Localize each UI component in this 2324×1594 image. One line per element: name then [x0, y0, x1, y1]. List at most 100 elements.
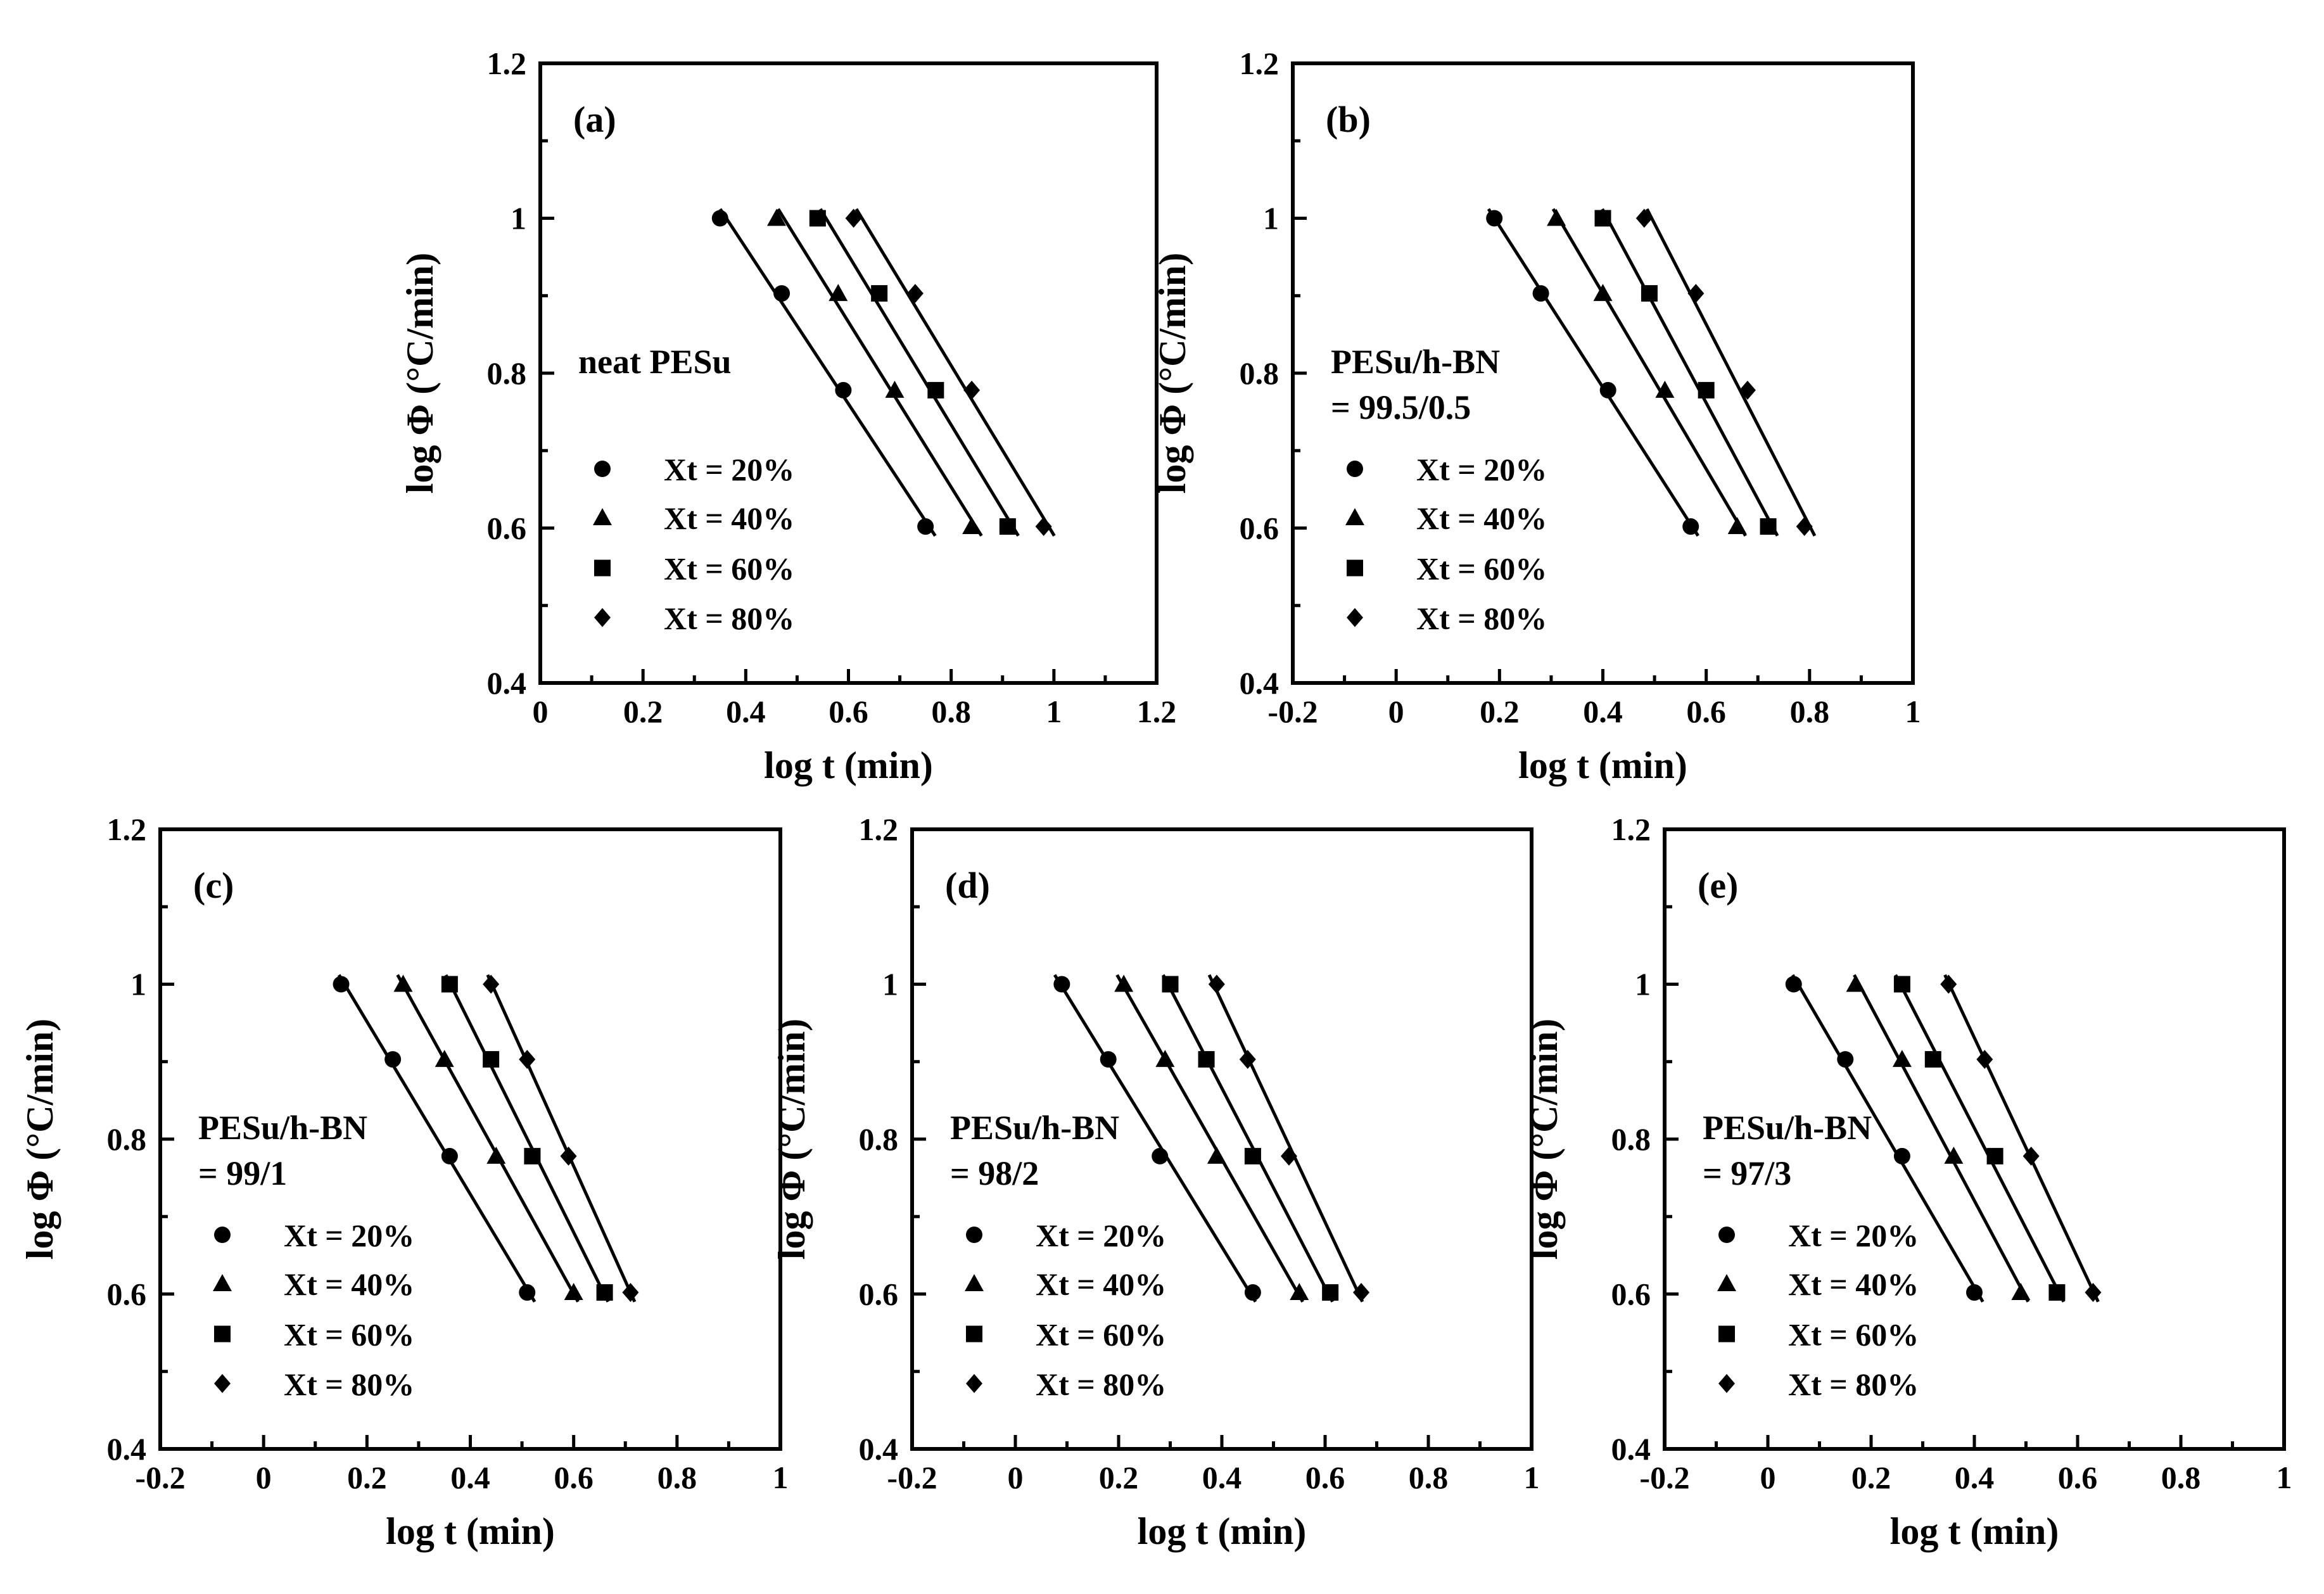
legend-entry: Xt = 80%: [1416, 601, 1547, 636]
data-point-triangle: [1593, 284, 1613, 302]
x-tick-label: 0.8: [1790, 694, 1830, 729]
x-tick-label: 0.4: [726, 694, 766, 729]
fit-line-series-0: [718, 208, 937, 537]
panel-label: (a): [573, 99, 616, 140]
legend-title: = 97/3: [1703, 1154, 1791, 1192]
data-point-triangle: [885, 380, 905, 398]
data-point-triangle: [1892, 1050, 1912, 1068]
data-point-circle: [1785, 976, 1802, 993]
x-tick-label: 1: [2276, 1460, 2292, 1495]
legend-title: PESu/h-BN: [198, 1109, 367, 1147]
data-point-circle: [1486, 210, 1503, 227]
x-tick-label: 1: [1524, 1460, 1540, 1495]
data-point-triangle: [1155, 1050, 1175, 1068]
data-point-circle: [1966, 1284, 1983, 1301]
fit-line-series-2: [1162, 974, 1335, 1303]
x-tick-label: 0: [256, 1460, 272, 1495]
legend-marker-square: [214, 1325, 231, 1342]
legend-marker-circle: [966, 1227, 982, 1244]
data-point-triangle: [1290, 1283, 1309, 1301]
legend-marker-circle: [594, 461, 611, 478]
data-point-triangle: [564, 1283, 583, 1301]
panel-1: -0.2 0 0.2 0.4 0.6 0.8 1 0.4 0.6 0.8 1 1.2 log t (mi…: [1152, 46, 1921, 786]
y-tick-label: 1.2: [859, 812, 899, 847]
data-point-diamond: [560, 1146, 577, 1166]
legend-title: PESu/h-BN: [950, 1109, 1119, 1147]
panel-4: -0.2 0 0.2 0.4 0.6 0.8 1 0.4 0.6 0.8 1 1.2 log t (mi…: [1523, 812, 2292, 1552]
data-point-diamond: [1208, 974, 1225, 994]
legend-marker-triangle: [213, 1274, 232, 1292]
data-point-triangle: [1655, 380, 1675, 398]
x-axis-title: log t (min): [1890, 1510, 2059, 1552]
y-tick-label: 1: [882, 967, 898, 1002]
data-point-circle: [917, 518, 934, 535]
data-point-diamond: [906, 284, 924, 303]
x-tick-label: 0: [1008, 1460, 1024, 1495]
legend-marker-diamond: [1347, 608, 1363, 627]
y-tick-label: 1.2: [1240, 46, 1279, 81]
legend-marker-square: [1718, 1325, 1735, 1342]
legend-entry: Xt = 40%: [1416, 501, 1547, 536]
x-tick-label: 0.2: [1099, 1460, 1139, 1495]
x-axis-title: log t (min): [386, 1510, 555, 1552]
data-point-triangle: [435, 1050, 454, 1068]
x-tick-label: 0: [533, 694, 549, 729]
data-point-circle: [441, 1147, 458, 1164]
y-tick-label: 0.4: [1611, 1431, 1651, 1467]
x-axis-title: log t (min): [1518, 744, 1687, 786]
fit-line-series-1: [1115, 974, 1304, 1303]
data-point-square: [596, 1284, 613, 1301]
legend-marker-diamond: [594, 608, 611, 627]
legend-entry: Xt = 20%: [1036, 1218, 1166, 1253]
x-axis-title: log t (min): [1138, 1510, 1307, 1552]
data-point-diamond: [1280, 1146, 1297, 1166]
data-point-circle: [1837, 1051, 1854, 1068]
data-point-square: [524, 1147, 541, 1164]
legend-entry: Xt = 60%: [664, 551, 794, 587]
data-point-diamond: [2085, 1283, 2102, 1303]
y-tick-label: 0.6: [1240, 511, 1279, 546]
data-point-triangle: [829, 284, 848, 302]
data-point-square: [1893, 976, 1910, 993]
x-tick-label: -0.2: [887, 1460, 937, 1495]
data-point-square: [809, 210, 826, 227]
legend-marker-circle: [214, 1227, 231, 1244]
y-axis-title: log Φ (°C/min): [399, 253, 441, 494]
data-point-diamond: [519, 1050, 536, 1069]
panel-0: 0 0.2 0.4 0.6 0.8 1 1.2 0.4 0.6 0.8 1 1.2 log t (min…: [399, 46, 1176, 786]
x-axis-title: log t (min): [764, 744, 933, 786]
data-point-diamond: [1739, 380, 1756, 400]
legend-title: = 99.5/0.5: [1331, 388, 1471, 426]
y-tick-label: 1: [130, 967, 146, 1002]
legend-entry: Xt = 20%: [664, 452, 794, 487]
legend-marker-diamond: [1718, 1374, 1735, 1393]
fit-line-series-0: [1487, 208, 1699, 537]
legend-entry: Xt = 40%: [284, 1266, 414, 1302]
data-point-circle: [519, 1284, 536, 1301]
data-point-triangle: [2011, 1283, 2031, 1301]
legend-entry: Xt = 60%: [1416, 551, 1547, 587]
legend-entry: Xt = 20%: [1788, 1218, 1919, 1253]
x-tick-label: 0.8: [2161, 1460, 2201, 1495]
panel-label: (e): [1698, 865, 1738, 906]
fit-line-series-3: [1207, 974, 1364, 1303]
data-point-triangle: [1114, 974, 1134, 992]
data-point-diamond: [1940, 974, 1957, 994]
legend-title: PESu/h-BN: [1331, 343, 1500, 381]
legend-marker-circle: [1347, 461, 1363, 478]
y-tick-label: 0.6: [859, 1277, 899, 1312]
legend-marker-diamond: [966, 1374, 982, 1393]
x-tick-label: 0.2: [623, 694, 663, 729]
x-tick-label: 0.2: [1480, 694, 1520, 729]
legend-title: neat PESu: [578, 343, 732, 381]
y-tick-label: 1: [1263, 201, 1279, 236]
y-axis-title: log Φ (°C/min): [1152, 253, 1193, 494]
data-point-square: [1244, 1147, 1261, 1164]
data-point-triangle: [1944, 1146, 1964, 1164]
data-point-circle: [333, 976, 350, 993]
data-point-square: [1162, 976, 1179, 993]
x-tick-label: -0.2: [1639, 1460, 1689, 1495]
data-point-diamond: [845, 208, 862, 228]
fit-line-series-1: [396, 974, 580, 1303]
